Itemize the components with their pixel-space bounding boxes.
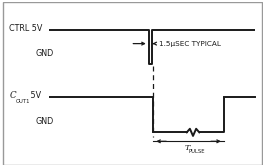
Text: CTRL 5V: CTRL 5V bbox=[9, 24, 43, 33]
Text: 5V: 5V bbox=[28, 91, 41, 100]
Text: GND: GND bbox=[36, 49, 54, 58]
Text: GND: GND bbox=[36, 117, 54, 126]
Text: 1.5μSEC TYPICAL: 1.5μSEC TYPICAL bbox=[159, 41, 221, 47]
Text: PULSE: PULSE bbox=[188, 149, 205, 154]
Text: C: C bbox=[9, 91, 16, 100]
Text: T: T bbox=[185, 144, 190, 152]
Text: OUT1: OUT1 bbox=[16, 99, 30, 104]
